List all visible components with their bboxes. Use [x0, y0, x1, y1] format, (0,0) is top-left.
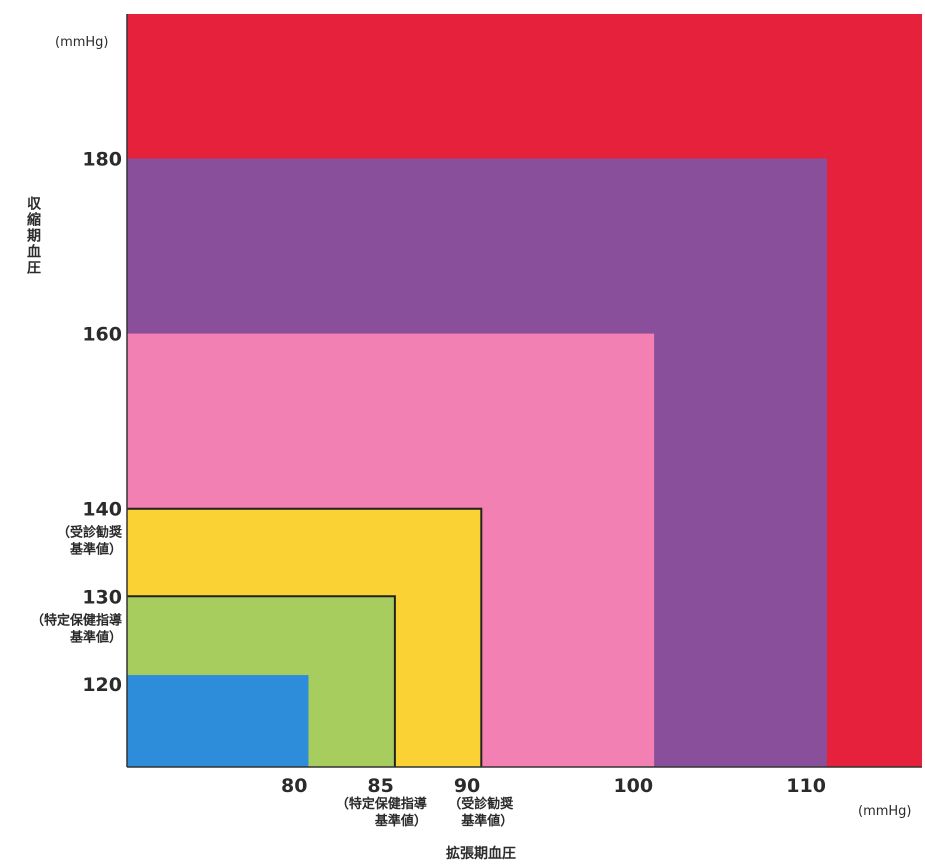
- y-tick-note: 基準値）: [69, 542, 122, 558]
- x-tick-note: 基準値）: [374, 813, 427, 829]
- y-tick-label: 130: [82, 586, 122, 608]
- bp-regions: [127, 14, 922, 767]
- x-axis-title: 拡張期血圧: [446, 845, 516, 862]
- y-tick-label: 160: [82, 324, 122, 346]
- x-unit-label: (mmHg): [858, 804, 912, 819]
- region-4-outline: [127, 595, 396, 767]
- y-tick-label: 180: [82, 148, 122, 170]
- y-tick-note: 基準値）: [69, 629, 122, 645]
- region-5: [127, 675, 309, 767]
- x-tick-label: 85: [367, 775, 393, 797]
- x-tick-label: 100: [613, 775, 653, 797]
- region-3-outline: [127, 507, 483, 767]
- y-tick-label: 140: [82, 499, 122, 521]
- x-tick-note: （特定保健指導: [336, 796, 427, 812]
- y-tick-note: （受診勧奨: [57, 525, 123, 541]
- x-tick-label: 90: [454, 775, 480, 797]
- y-tick-note: （特定保健指導: [31, 612, 122, 628]
- x-tick-note: 基準値）: [460, 813, 513, 829]
- y-unit-label: (mmHg): [55, 35, 109, 50]
- x-tick-note: （受診勧奨: [448, 796, 514, 812]
- y-tick-label: 120: [82, 674, 122, 696]
- x-tick-label: 80: [281, 775, 307, 797]
- x-tick-label: 110: [786, 775, 826, 797]
- y-axis-title: 収縮期血圧: [25, 196, 41, 276]
